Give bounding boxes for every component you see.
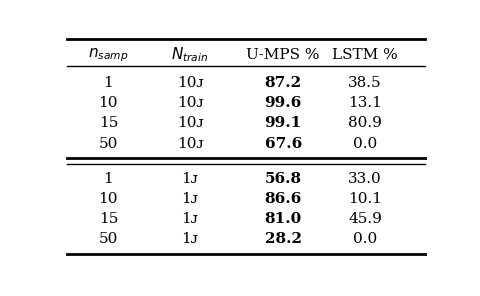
Text: $n_{samp}$: $n_{samp}$ bbox=[88, 46, 129, 64]
Text: 50: 50 bbox=[99, 136, 118, 151]
Text: 1ᴊ: 1ᴊ bbox=[181, 232, 199, 246]
Text: 10.1: 10.1 bbox=[348, 192, 382, 206]
Text: 10ᴊ: 10ᴊ bbox=[177, 136, 204, 151]
Text: 50: 50 bbox=[99, 232, 118, 246]
Text: 99.6: 99.6 bbox=[264, 96, 302, 110]
Text: 87.2: 87.2 bbox=[264, 76, 302, 90]
Text: 86.6: 86.6 bbox=[264, 192, 302, 206]
Text: 15: 15 bbox=[99, 117, 118, 131]
Text: 80.9: 80.9 bbox=[348, 117, 382, 131]
Text: 81.0: 81.0 bbox=[264, 212, 302, 226]
Text: 28.2: 28.2 bbox=[264, 232, 302, 246]
Text: 10: 10 bbox=[98, 192, 118, 206]
Text: 67.6: 67.6 bbox=[264, 136, 302, 151]
Text: 0.0: 0.0 bbox=[353, 232, 377, 246]
Text: 1: 1 bbox=[104, 172, 113, 186]
Text: 56.8: 56.8 bbox=[264, 172, 302, 186]
Text: 13.1: 13.1 bbox=[348, 96, 382, 110]
Text: 99.1: 99.1 bbox=[264, 117, 302, 131]
Text: 33.0: 33.0 bbox=[348, 172, 382, 186]
Text: 10ᴊ: 10ᴊ bbox=[177, 76, 204, 90]
Text: LSTM %: LSTM % bbox=[332, 48, 398, 62]
Text: U-MPS %: U-MPS % bbox=[246, 48, 320, 62]
Text: 45.9: 45.9 bbox=[348, 212, 382, 226]
Text: 0.0: 0.0 bbox=[353, 136, 377, 151]
Text: 10ᴊ: 10ᴊ bbox=[177, 96, 204, 110]
Text: 1: 1 bbox=[104, 76, 113, 90]
Text: 1ᴊ: 1ᴊ bbox=[181, 192, 199, 206]
Text: 10: 10 bbox=[98, 96, 118, 110]
Text: $N_{train}$: $N_{train}$ bbox=[171, 46, 209, 64]
Text: 38.5: 38.5 bbox=[348, 76, 382, 90]
Text: 15: 15 bbox=[99, 212, 118, 226]
Text: 1ᴊ: 1ᴊ bbox=[181, 212, 199, 226]
Text: 10ᴊ: 10ᴊ bbox=[177, 117, 204, 131]
Text: 1ᴊ: 1ᴊ bbox=[181, 172, 199, 186]
